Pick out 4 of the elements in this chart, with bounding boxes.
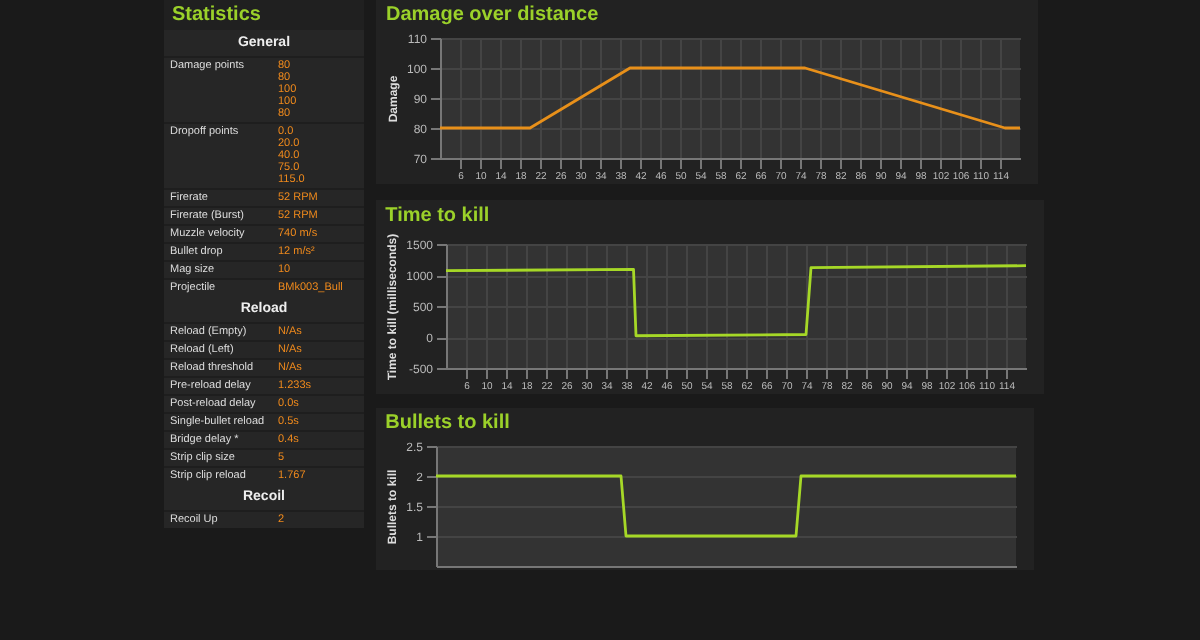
chart-title: Time to kill: [385, 204, 490, 227]
chart-title: Bullets to kill: [385, 412, 511, 434]
chart-title: Damage over distance: [385, 4, 600, 26]
text: Statistics: [164, 0, 364, 30]
